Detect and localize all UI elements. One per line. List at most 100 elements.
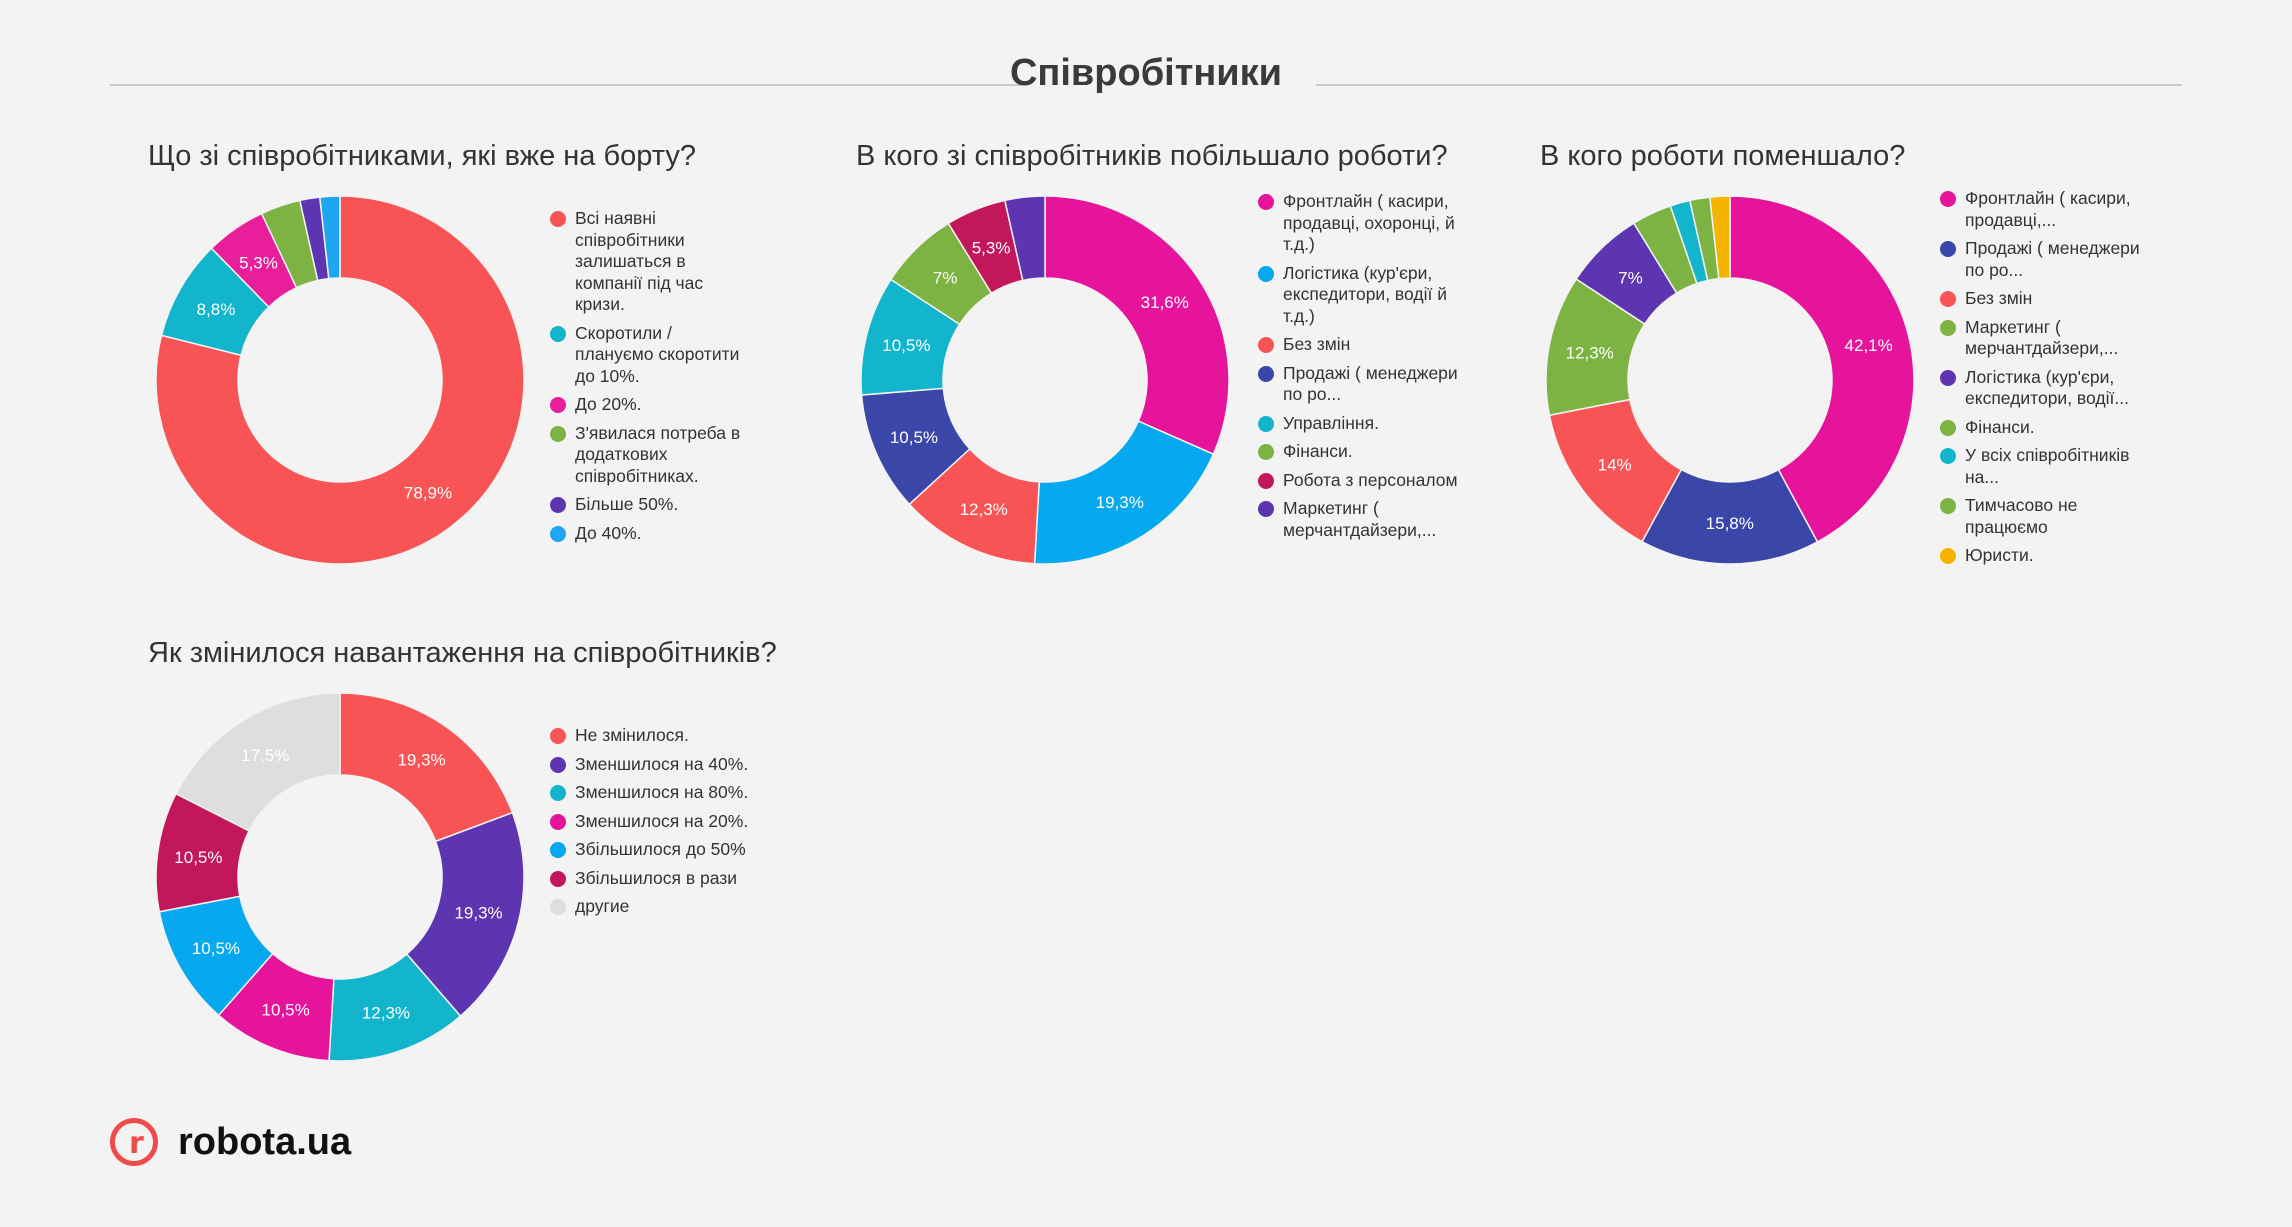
legend-item: Маркетинг ( мерчантдайзери,...: [1940, 317, 2145, 360]
legend-swatch-icon: [1258, 265, 1274, 282]
donut-segment: [339, 692, 514, 843]
donut-chart-less-work: 42,1% 15,8% 14% 12,3% 7%: [1545, 195, 1915, 565]
legend-item: Юристи.: [1940, 545, 2145, 567]
legend-swatch-icon: [550, 813, 566, 830]
legend-swatch-icon: [1940, 548, 1956, 564]
legend-item: Всі наявні співробітники залишаться в ко…: [550, 208, 750, 316]
legend-label: Маркетинг ( мерчантдайзери,...: [1965, 316, 2119, 359]
legend-label: Не змінилося.: [575, 725, 689, 745]
brand-mark-letter: r: [129, 1126, 144, 1161]
segment-value-label: 78,9%: [404, 484, 452, 503]
legend-swatch-icon: [550, 425, 566, 442]
segment-value-label: 12,3%: [960, 500, 1008, 519]
page-title: Співробітники: [1009, 52, 1283, 94]
donut-segment: [1044, 195, 1230, 456]
legend-swatch-icon: [1258, 415, 1274, 432]
legend-swatch-icon: [550, 525, 566, 542]
brand-mark-icon: r: [110, 1118, 158, 1166]
legend-label: У всіх співробітників на...: [1965, 445, 2130, 487]
legend-item: Продажі ( менеджери по ро...: [1258, 363, 1458, 406]
legend-swatch-icon: [1940, 419, 1956, 436]
legend-swatch-icon: [1940, 448, 1956, 464]
segment-value-label: 12,3%: [362, 1003, 410, 1022]
legend-swatch-icon: [1258, 194, 1274, 210]
legend-label: Фронтлайн ( касири, продавці,...: [1965, 188, 2131, 230]
donut-chart-more-work: 31,6% 19,3% 12,3% 10,5% 10,5% 7% 5,3%: [860, 195, 1230, 565]
legend-item: До 40%.: [550, 523, 750, 545]
legend-item: Логістика (кур'єри, експедитори, водії..…: [1940, 367, 2145, 410]
legend-swatch-icon: [1258, 444, 1274, 460]
donut-segment: [318, 195, 341, 280]
segment-value-label: 5,3%: [972, 239, 1011, 258]
legend-swatch-icon: [1940, 191, 1956, 207]
donut-segment: [1033, 420, 1215, 565]
legend-label: Юристи.: [1965, 545, 2034, 565]
segment-value-label: 14%: [1598, 456, 1632, 475]
legend-label: Логістика (кур'єри, експедитори, водії й…: [1283, 262, 1447, 326]
segment-value-label: 8,8%: [197, 300, 236, 319]
legend-swatch-icon: [1258, 337, 1274, 353]
donut-segment: [174, 692, 341, 832]
legend-label: Продажі ( менеджери по ро...: [1283, 362, 1458, 405]
legend-label: Скоротили / плануємо скоротити до 10%.: [575, 322, 740, 386]
legend-swatch-icon: [1940, 319, 1956, 336]
segment-value-label: 7%: [933, 269, 958, 288]
donut-segment: [1729, 195, 1915, 543]
legend-label: До 20%.: [575, 394, 642, 414]
segment-value-label: 12,3%: [1566, 343, 1614, 362]
segment-value-label: 7%: [1618, 268, 1643, 287]
legend-label: Без змін: [1283, 334, 1351, 354]
legend-item: другие: [550, 896, 750, 918]
legend-item: Не змінилося.: [550, 725, 750, 747]
segment-value-label: 19,3%: [1096, 493, 1144, 512]
segment-value-label: 15,8%: [1706, 514, 1754, 533]
legend-label: Маркетинг ( мерчантдайзери,...: [1283, 498, 1437, 540]
legend-label: З'явилася потреба в додаткових співробіт…: [575, 422, 741, 486]
segment-value-label: 31,6%: [1141, 293, 1189, 312]
legend-label: Продажі ( менеджери по ро...: [1965, 238, 2140, 280]
header-rule-left: [110, 84, 1022, 86]
chart-title: В кого зі співробітників побільшало робо…: [856, 140, 1448, 172]
legend-item: Більше 50%.: [550, 494, 750, 516]
legend-swatch-icon: [1940, 498, 1956, 514]
donut-segment: [405, 811, 525, 1018]
header-rule-right: [1316, 84, 2182, 86]
legend-workload: Не змінилося. Зменшилося на 40%. Зменшилос…: [550, 725, 750, 925]
segment-value-label: 5,3%: [239, 253, 278, 272]
legend-item: Зменшилося на 40%.: [550, 754, 750, 776]
legend-label: Тимчасово не працюємо: [1965, 495, 2078, 537]
legend-item: Логістика (кур'єри, експедитори, водії й…: [1258, 263, 1458, 328]
chart-title: Що зі співробітниками, які вже на борту?: [148, 140, 696, 172]
legend-label: Всі наявні співробітники залишаться в ко…: [575, 208, 704, 314]
donut-chart-onboard: 78,9% 8,8% 5,3%: [155, 195, 525, 565]
legend-label: Збільшилося в рази: [575, 867, 738, 888]
legend-label: другие: [575, 896, 630, 916]
legend-label: Фінанси.: [1965, 416, 2035, 437]
legend-item: Тимчасово не працюємо: [1940, 495, 2145, 538]
legend-item: Фінанси.: [1940, 417, 2145, 439]
legend-item: Збільшилося в рази: [550, 868, 750, 890]
legend-swatch-icon: [550, 756, 566, 773]
legend-item: До 20%.: [550, 394, 750, 416]
legend-label: Більше 50%.: [575, 494, 679, 514]
segment-value-label: 19,3%: [397, 751, 445, 770]
legend-label: Фінанси.: [1283, 441, 1353, 461]
legend-label: Зменшилося на 20%.: [575, 810, 749, 831]
legend-item: Збільшилося до 50%: [550, 839, 750, 861]
legend-label: До 40%.: [575, 522, 642, 543]
legend-swatch-icon: [550, 785, 566, 801]
legend-swatch-icon: [1258, 472, 1274, 489]
segment-value-label: 10,5%: [192, 939, 240, 958]
legend-swatch-icon: [550, 211, 566, 227]
legend-label: Управління.: [1283, 412, 1379, 433]
legend-label: Логістика (кур'єри, експедитори, водії..…: [1965, 366, 2129, 409]
segment-value-label: 10,5%: [890, 428, 938, 447]
segment-value-label: 17,5%: [241, 746, 289, 765]
legend-swatch-icon: [1940, 369, 1956, 386]
donut-chart-workload: 19,3% 19,3% 12,3% 10,5% 10,5% 10,5% 17,5%: [155, 692, 525, 1062]
legend-swatch-icon: [550, 397, 566, 413]
legend-less-work: Фронтлайн ( касири, продавці,... Продажі …: [1940, 188, 2145, 574]
brand-name: robota.ua: [178, 1121, 352, 1163]
legend-item: Зменшилося на 80%.: [550, 782, 750, 804]
legend-swatch-icon: [1940, 241, 1956, 257]
